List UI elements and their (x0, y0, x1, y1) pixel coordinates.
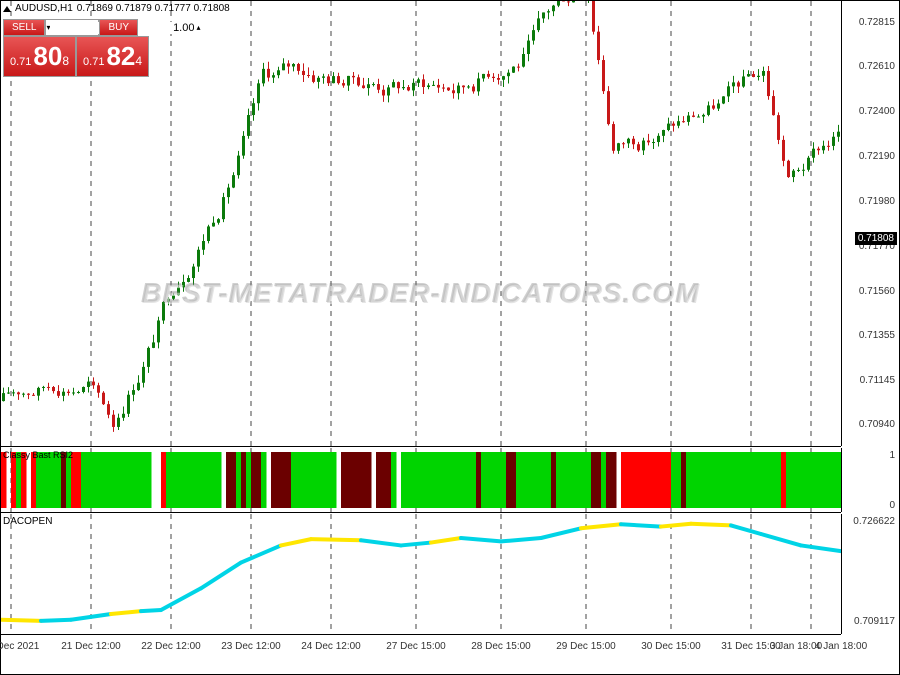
y-tick-label: 0 (889, 500, 895, 511)
sell-button[interactable]: SELL (3, 19, 45, 36)
rsi-y-axis: 10 (841, 448, 899, 512)
dacopen-y-axis: 0.726622 0.709117 (841, 514, 899, 634)
y-tick-label: 1 (889, 450, 895, 461)
ask-sup: 4 (135, 54, 142, 68)
time-x-axis: 20 Dec 2021 21 Dec 12:00 22 Dec 12:00 23 De… (1, 634, 841, 674)
y-tick-label: 0.71145 (860, 375, 895, 386)
trade-buttons-row: SELL ▾ ▴ BUY (3, 19, 149, 36)
y-tick-label: 0.71355 (859, 330, 895, 341)
bid-big: 80 (33, 41, 62, 72)
y-tick-label: 0.70940 (859, 419, 895, 430)
bid-prefix: 0.71 (10, 56, 31, 68)
x-tick-label: 24 Dec 12:00 (301, 641, 361, 652)
bid-sup: 8 (62, 54, 69, 68)
volume-up-button[interactable]: ▴ (196, 23, 200, 32)
y-tick-label: 0.72190 (859, 151, 895, 162)
x-tick-label: 23 Dec 12:00 (221, 641, 281, 652)
ask-big: 82 (106, 41, 135, 72)
y-tick-label: 0.71560 (859, 286, 895, 297)
dacopen-label: DACOPEN (3, 516, 52, 527)
rsi-indicator[interactable] (1, 448, 841, 512)
ask-price-box[interactable]: 0.71 82 4 (76, 36, 149, 77)
current-price-tag: 0.71808 (855, 232, 897, 245)
rsi-label: Classy Bast RSI2 (3, 450, 73, 460)
price-panel: 0.71 80 8 0.71 82 4 (3, 36, 149, 77)
x-tick-label: 30 Dec 15:00 (641, 641, 701, 652)
ohlc-label: 0.71869 0.71879 0.71777 0.71808 (77, 3, 230, 14)
y-tick-label: 0.72610 (859, 61, 895, 72)
y-tick-label: 0.726622 (853, 516, 895, 527)
y-tick-label: 0.72815 (859, 17, 895, 28)
chart-window: AUDUSD,H1 0.71869 0.71879 0.71777 0.7180… (0, 0, 900, 675)
chart-header: AUDUSD,H1 0.71869 0.71879 0.71777 0.7180… (3, 3, 230, 14)
direction-up-icon (3, 6, 11, 12)
x-tick-label: 29 Dec 15:00 (556, 641, 616, 652)
symbol-label: AUDUSD,H1 (15, 3, 73, 14)
trade-panel: SELL ▾ ▴ BUY 0.71 80 8 0.71 82 4 (3, 19, 149, 77)
separator-1 (1, 446, 841, 447)
y-tick-label: 0.709117 (854, 616, 895, 627)
price-y-axis: 0.728150.726100.724000.721900.719800.717… (841, 1, 899, 446)
y-tick-label: 0.72400 (859, 106, 895, 117)
volume-input-group: ▾ ▴ (45, 19, 99, 36)
y-tick-label: 0.71980 (859, 196, 895, 207)
bid-price-box[interactable]: 0.71 80 8 (3, 36, 76, 77)
dacopen-indicator[interactable] (1, 514, 841, 634)
ask-prefix: 0.71 (83, 56, 104, 68)
x-tick-label: 22 Dec 12:00 (141, 641, 201, 652)
x-tick-label: 28 Dec 15:00 (471, 641, 531, 652)
x-tick-label: 27 Dec 15:00 (386, 641, 446, 652)
x-tick-label: 20 Dec 2021 (0, 641, 39, 652)
x-tick-label: 4 Jan 18:00 (815, 641, 867, 652)
x-tick-label: 21 Dec 12:00 (61, 641, 121, 652)
buy-button[interactable]: BUY (99, 19, 138, 36)
separator-2 (1, 512, 841, 513)
